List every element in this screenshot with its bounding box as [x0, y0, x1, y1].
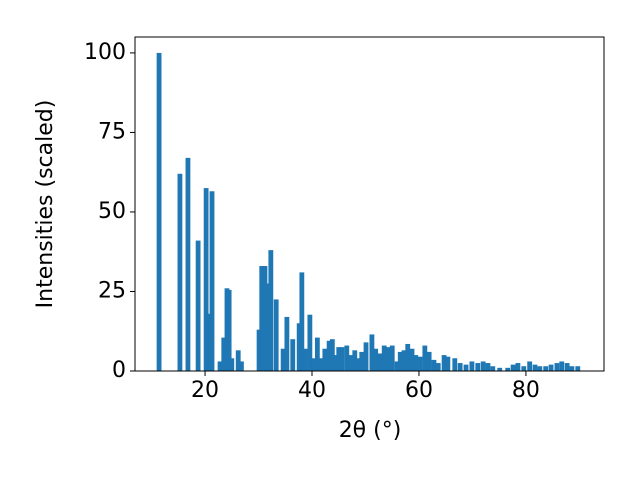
- x-axis-label: 2θ (°): [339, 418, 402, 443]
- bar: [405, 343, 411, 371]
- y-axis-label: Intensities (scaled): [33, 100, 58, 309]
- bar: [426, 351, 432, 371]
- y-tick-label: 25: [98, 278, 126, 303]
- bar: [532, 364, 538, 371]
- bar: [318, 358, 323, 371]
- bar: [363, 342, 369, 371]
- bar: [401, 350, 407, 371]
- bar: [226, 289, 232, 371]
- x-tick-label: 40: [298, 378, 326, 403]
- bar: [417, 356, 423, 371]
- bar: [156, 52, 162, 372]
- bar: [457, 363, 463, 371]
- bar: [548, 364, 554, 371]
- bar: [569, 366, 575, 371]
- bar: [497, 367, 503, 371]
- bar: [527, 361, 533, 371]
- bar: [389, 345, 395, 371]
- y-tick-label: 100: [84, 40, 126, 65]
- bar: [299, 272, 305, 371]
- bar: [369, 334, 375, 371]
- x-tick-label: 20: [191, 378, 219, 403]
- bar: [307, 314, 313, 371]
- bar: [284, 316, 290, 371]
- bar: [221, 337, 227, 371]
- bar: [352, 350, 358, 371]
- bar: [435, 363, 441, 371]
- bar: [422, 345, 428, 371]
- bar: [302, 348, 308, 371]
- bar: [322, 348, 328, 371]
- bar: [490, 366, 496, 371]
- bar: [559, 361, 565, 371]
- bar: [262, 266, 268, 371]
- bar: [485, 363, 491, 371]
- bar: [265, 283, 271, 371]
- bar: [195, 240, 201, 371]
- bar: [290, 339, 296, 371]
- bar: [259, 266, 265, 371]
- bar: [463, 364, 469, 371]
- bar: [554, 363, 560, 371]
- x-tick-label: 60: [405, 378, 433, 403]
- x-tick-label: 80: [512, 378, 540, 403]
- plot-frame: [134, 36, 605, 372]
- bar: [413, 355, 419, 371]
- bar: [521, 366, 527, 371]
- bar: [452, 358, 458, 371]
- bar: [441, 355, 447, 371]
- bar: [336, 347, 342, 371]
- bar: [397, 351, 403, 371]
- bar: [235, 350, 241, 371]
- bar: [268, 250, 274, 371]
- bar: [543, 366, 549, 371]
- bar: [445, 356, 451, 371]
- bar: [339, 347, 345, 371]
- bar: [475, 363, 481, 371]
- bar: [575, 366, 581, 371]
- bar: [377, 353, 383, 371]
- bar: [431, 359, 437, 371]
- bar: [229, 358, 235, 371]
- bar: [510, 364, 516, 371]
- bar: [332, 355, 338, 371]
- bar: [280, 348, 286, 371]
- bar: [394, 361, 400, 371]
- bar: [217, 361, 223, 371]
- bar: [348, 355, 354, 371]
- bar: [537, 366, 543, 371]
- bar: [177, 173, 183, 371]
- bar: [409, 348, 415, 371]
- bar: [564, 363, 570, 371]
- y-tick-label: 0: [112, 358, 126, 383]
- bar: [480, 361, 486, 371]
- bar: [185, 157, 191, 371]
- bar: [273, 299, 279, 371]
- bar: [203, 188, 209, 371]
- bar: [515, 363, 521, 371]
- bar: [256, 329, 262, 371]
- bar: [373, 348, 379, 371]
- bar: [355, 358, 361, 371]
- bar: [344, 345, 350, 371]
- bar: [296, 323, 302, 371]
- bar: [469, 361, 475, 371]
- bar: [381, 345, 387, 371]
- y-tick-label: 75: [98, 119, 126, 144]
- bar: [505, 367, 511, 371]
- bar: [311, 358, 317, 371]
- bar: [326, 340, 332, 371]
- bar: [385, 347, 391, 371]
- y-tick-label: 50: [98, 199, 126, 224]
- bar: [209, 191, 215, 371]
- bar: [239, 361, 244, 371]
- bar: [359, 351, 365, 371]
- bar: [314, 337, 320, 371]
- bar: [329, 339, 335, 371]
